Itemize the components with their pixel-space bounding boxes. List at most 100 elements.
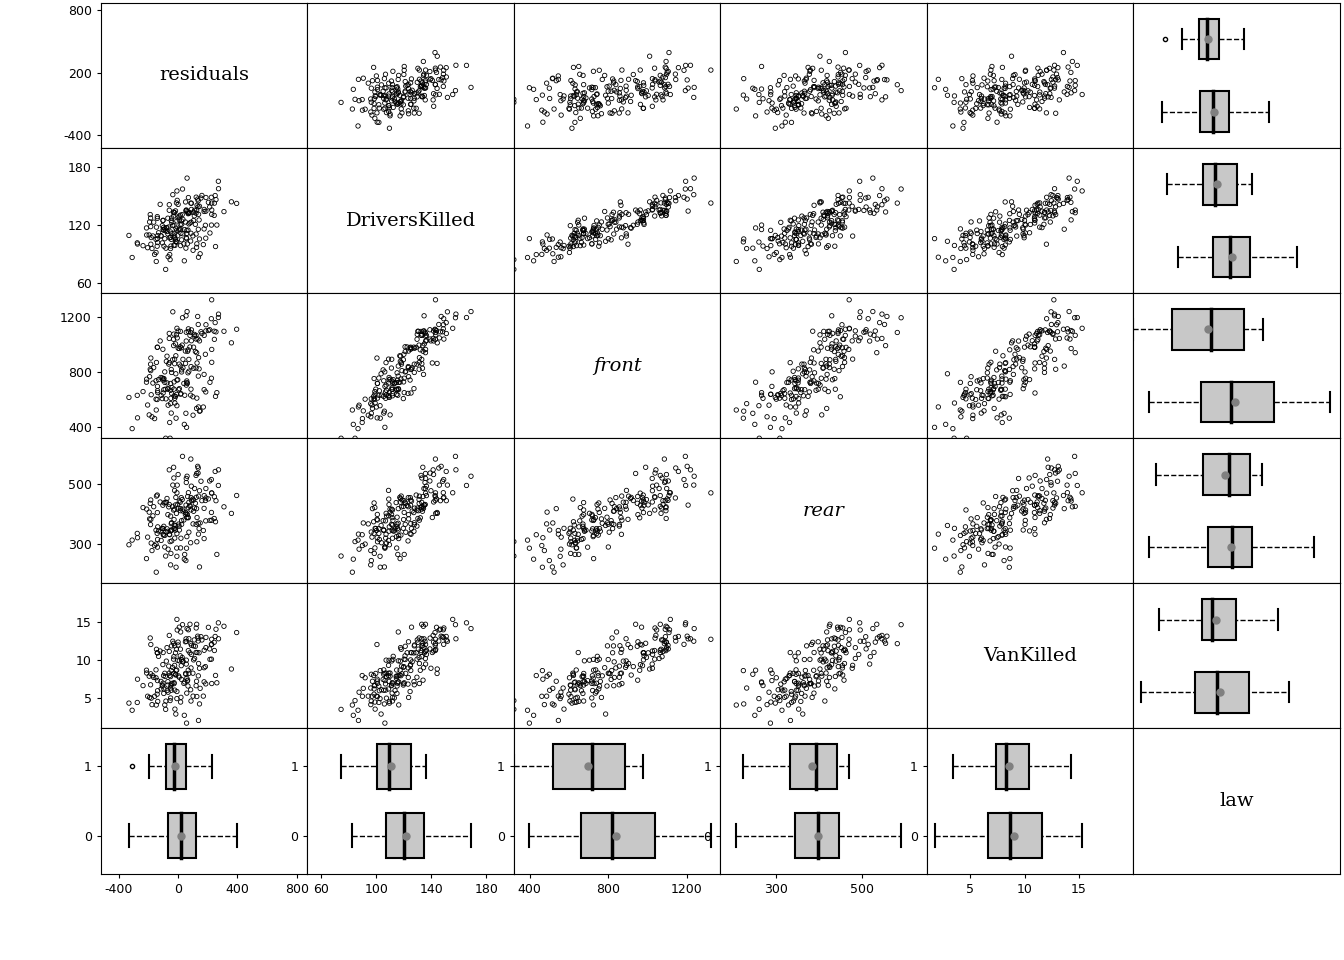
Point [805,229,827,245]
Point [401,645,422,660]
Point [935,253,957,269]
Point [433,485,454,500]
Point [1040,304,1062,320]
Point [613,494,634,510]
Point [645,462,667,477]
Point [429,622,450,637]
Point [832,189,853,204]
Point [563,517,585,533]
Point [567,90,589,106]
Point [532,530,554,545]
Point [809,641,831,657]
Point [805,375,827,391]
Point [1058,304,1079,320]
Point [146,540,168,555]
Point [792,85,813,101]
Point [208,631,230,646]
Point [956,502,977,517]
Point [151,533,172,548]
Point [780,645,801,660]
Point [954,228,976,243]
Point [832,340,853,355]
Point [581,225,602,240]
Point [874,317,895,332]
Point [581,91,602,107]
Point [1013,230,1035,246]
Point [973,403,995,419]
Point [172,227,194,242]
Point [1043,485,1064,500]
Point [1058,171,1079,186]
Point [1024,385,1046,400]
Point [848,77,870,92]
Point [860,89,882,105]
Point [394,339,415,354]
Point [788,678,809,693]
Point [433,620,454,636]
Point [1019,470,1040,486]
Point [406,633,427,648]
Point [982,93,1004,108]
Point [785,231,806,247]
Point [574,523,595,539]
Point [780,212,801,228]
Point [374,715,395,731]
Point [970,101,992,116]
Point [560,683,582,698]
Point [415,345,437,360]
Point [160,690,181,706]
Point [665,72,687,87]
Point [517,118,539,133]
Point [165,234,187,250]
Point [155,669,176,684]
Point [828,75,849,90]
Bar [1199,19,1219,60]
Point [551,529,573,544]
Point [176,470,198,486]
Point [817,324,839,339]
Point [827,212,848,228]
Point [360,105,382,120]
Point [982,221,1004,236]
Point [118,390,140,405]
Point [392,90,414,106]
Point [562,537,583,552]
Point [769,391,790,406]
Point [1034,344,1055,359]
Point [653,196,675,211]
Point [415,81,437,96]
Point [574,210,595,226]
Point [185,468,207,483]
Point [164,238,185,253]
Point [374,95,395,110]
Point [184,344,206,359]
Point [351,92,372,108]
Point [655,493,676,509]
Point [630,213,652,228]
Point [660,485,681,500]
Point [601,513,622,528]
Point [962,240,984,255]
Point [973,98,995,113]
Point [652,497,673,513]
Point [410,324,431,339]
Point [766,392,788,407]
Point [1020,217,1042,232]
Point [1040,193,1062,208]
Point [165,223,187,238]
Point [937,87,958,103]
Point [828,633,849,648]
Point [953,121,974,136]
Point [839,183,860,199]
Point [794,91,816,107]
Point [956,534,977,549]
Point [770,677,792,692]
Point [386,85,407,101]
Point [203,511,224,526]
Point [155,430,176,445]
Point [164,356,185,372]
Point [198,619,219,635]
Point [401,71,422,86]
Point [634,460,656,475]
Point [423,324,445,339]
